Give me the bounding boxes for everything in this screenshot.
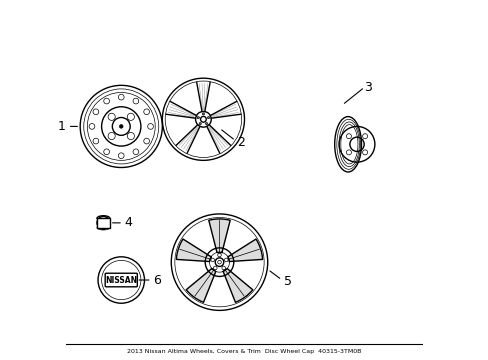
Circle shape [213, 266, 217, 270]
FancyBboxPatch shape [105, 273, 137, 287]
Circle shape [202, 113, 204, 115]
Polygon shape [176, 239, 211, 261]
Polygon shape [223, 269, 252, 302]
Circle shape [217, 253, 221, 257]
Text: 2013 Nissan Altima Wheels, Covers & Trim  Disc Wheel Cap  40315-3TM0B: 2013 Nissan Altima Wheels, Covers & Trim… [127, 349, 361, 354]
Circle shape [119, 125, 123, 128]
Text: NISSAN: NISSAN [105, 275, 137, 284]
Polygon shape [186, 269, 215, 302]
Polygon shape [227, 239, 262, 261]
Text: 5: 5 [283, 275, 291, 288]
Circle shape [197, 117, 199, 119]
Text: 3: 3 [364, 81, 371, 94]
Circle shape [205, 122, 207, 125]
Text: 6: 6 [153, 274, 161, 287]
Circle shape [207, 117, 209, 119]
Circle shape [222, 266, 225, 270]
Text: 1: 1 [58, 120, 66, 133]
Circle shape [224, 258, 227, 262]
Polygon shape [208, 219, 230, 252]
Text: 4: 4 [124, 216, 132, 229]
Circle shape [210, 258, 214, 262]
Circle shape [199, 122, 201, 125]
Bar [97, 218, 110, 228]
Text: 2: 2 [237, 136, 244, 149]
